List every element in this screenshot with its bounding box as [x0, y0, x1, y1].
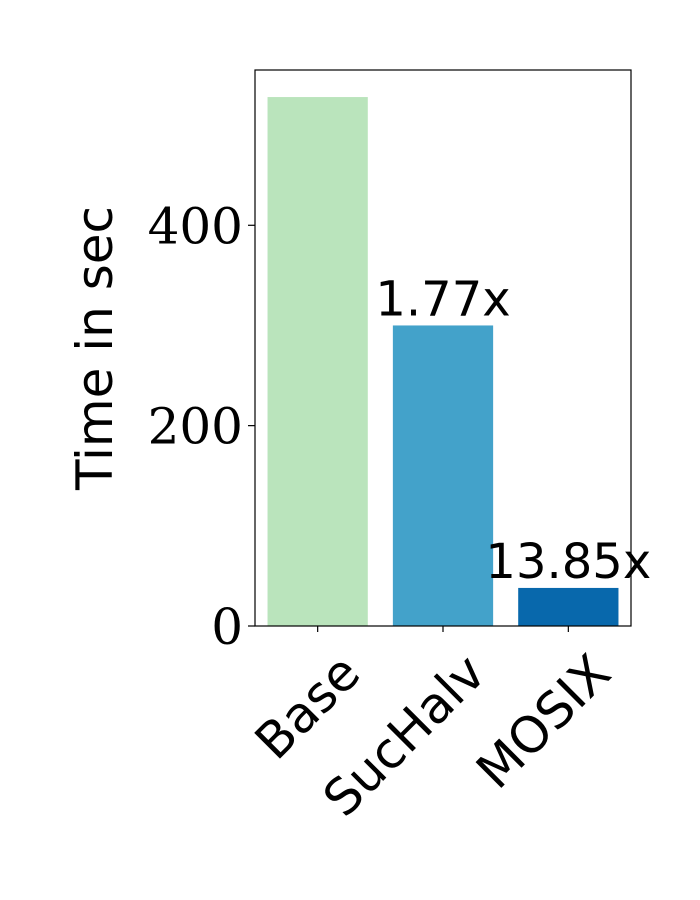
y-tick-label: 400 — [148, 197, 243, 255]
bar-mosix — [518, 587, 619, 626]
y-axis-ticks: 0 200 400 — [148, 197, 255, 656]
bar-suchalv — [392, 325, 494, 626]
x-tick-label-mosix: MOSIX — [465, 643, 621, 799]
bar-value-label-mosix: 13.85x — [485, 534, 651, 590]
bar-base — [267, 97, 368, 626]
bars-group — [267, 97, 619, 626]
y-tick-label: 200 — [148, 398, 243, 456]
bar-value-label-suchalv: 1.77x — [375, 271, 510, 327]
y-tick-label: 0 — [211, 598, 243, 656]
y-axis-label: Time in sec — [66, 206, 124, 491]
bar-labels-group: 1.77x 13.85x — [375, 271, 651, 589]
